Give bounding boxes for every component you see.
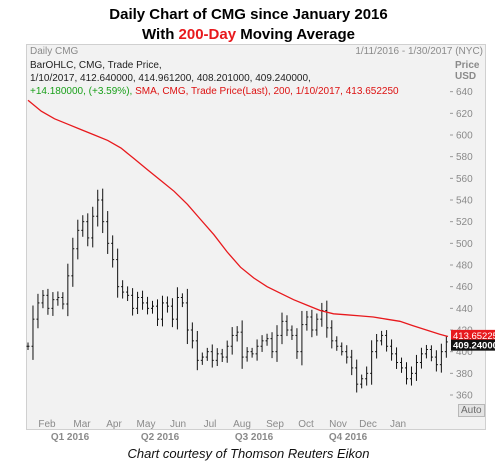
price-axis-header: Price	[455, 60, 480, 71]
x-tick-label: Jul	[204, 419, 217, 430]
y-tick-label: 620	[456, 109, 473, 120]
x-tick-label: Jan	[390, 419, 406, 430]
sma-price-tag	[451, 329, 495, 341]
y-tick-label: 580	[456, 152, 473, 163]
subtitle-prefix: With	[142, 26, 179, 43]
y-tick-label: 500	[456, 239, 473, 250]
x-tick-label: Aug	[233, 419, 251, 430]
sma-200-line	[27, 99, 449, 338]
y-tick-label: 520	[456, 217, 473, 228]
chart-title: Daily Chart of CMG since January 2016	[109, 6, 388, 23]
panel-date-range: 1/11/2016 - 1/30/2017 (NYC)	[355, 46, 483, 57]
x-quarter-label: Q4 2016	[329, 432, 368, 443]
y-tick-label: 560	[456, 174, 473, 185]
info-change: +14.180000, (+3.59%),	[30, 86, 133, 97]
y-tick-label: 400	[456, 347, 473, 358]
x-tick-label: Oct	[298, 419, 314, 430]
auto-scale-button[interactable]: Auto	[458, 404, 485, 417]
last-price-tag	[451, 339, 495, 351]
subtitle-highlight: 200-Day	[178, 26, 237, 43]
info-sma: SMA, CMG, Trade Price(Last), 200, 1/10/2…	[135, 86, 399, 97]
x-quarter-label: Q1 2016	[51, 432, 90, 443]
x-tick-label: Mar	[73, 419, 91, 430]
x-quarter-label: Q3 2016	[235, 432, 274, 443]
y-tick-label: 380	[456, 369, 473, 380]
x-tick-label: May	[137, 419, 156, 430]
x-tick-label: Nov	[329, 419, 347, 430]
y-tick-label: 540	[456, 196, 473, 207]
y-tick-label: 360	[456, 391, 473, 402]
x-quarter-label: Q2 2016	[141, 432, 180, 443]
sma-price-tag-label: 413.652250	[453, 331, 497, 342]
y-tick-label: 440	[456, 304, 473, 315]
panel-name: Daily CMG	[30, 46, 79, 57]
x-tick-label: Sep	[266, 419, 284, 430]
chart-caption: Chart courtesy of Thomson Reuters Eikon	[127, 446, 370, 461]
info-line-1: BarOHLC, CMG, Trade Price,	[30, 60, 162, 71]
currency-label: USD	[455, 71, 477, 82]
chart-panel[interactable]	[26, 44, 486, 430]
y-tick-label: 480	[456, 261, 473, 272]
x-tick-label: Apr	[106, 419, 122, 430]
x-tick-label: Jun	[170, 419, 186, 430]
last-price-tag-label: 409.240000	[453, 341, 497, 352]
info-line-3: +14.180000, (+3.59%), SMA, CMG, Trade Pr…	[30, 86, 399, 97]
chart-subtitle: With 200-Day Moving Average	[0, 26, 497, 43]
x-tick-label: Feb	[38, 419, 56, 430]
info-line-2: 1/10/2017, 412.640000, 414.961200, 408.2…	[30, 73, 311, 84]
subtitle-suffix: Moving Average	[236, 26, 355, 43]
y-tick-label: 640	[456, 87, 473, 98]
y-tick-label: 600	[456, 131, 473, 142]
y-tick-label: 460	[456, 282, 473, 293]
x-tick-label: Dec	[359, 419, 377, 430]
